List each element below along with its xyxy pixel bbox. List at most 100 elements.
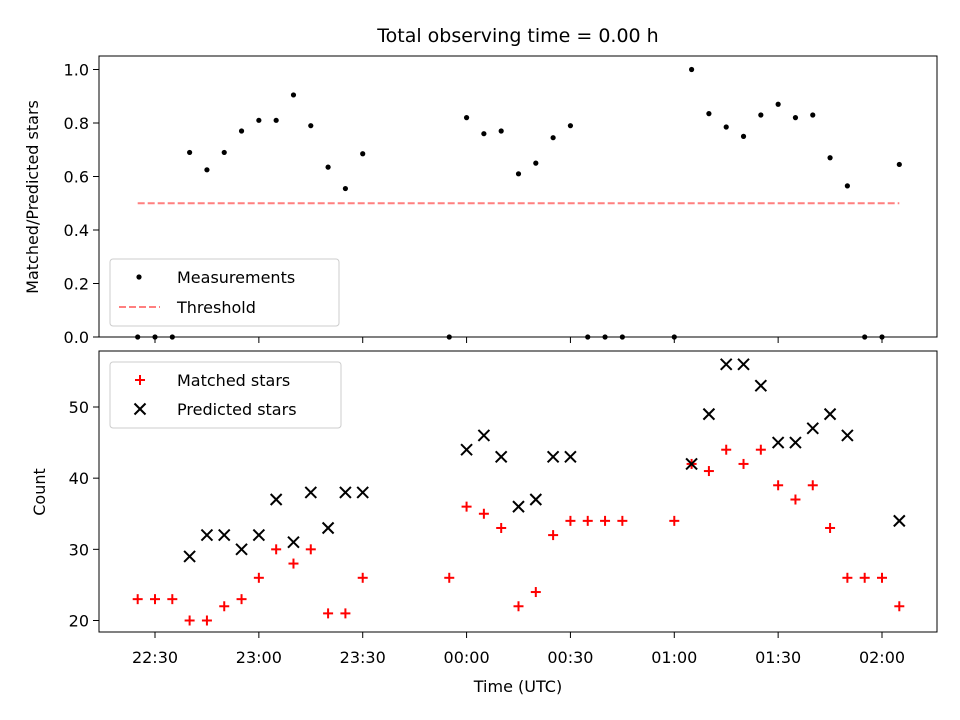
legend-threshold-label: Threshold	[176, 298, 256, 317]
matched-point	[461, 501, 472, 512]
legend-predicted-label: Predicted stars	[177, 400, 297, 419]
matched-point	[305, 544, 316, 555]
matched-point	[617, 515, 628, 526]
predicted-point-b	[183, 550, 196, 563]
matched-point	[132, 594, 143, 605]
legend-predicted-marker	[133, 402, 147, 416]
measurement-point	[896, 161, 902, 168]
top-y-axis-label: Matched/Predicted stars	[23, 100, 42, 294]
predicted-point	[806, 422, 819, 435]
matched-point	[184, 615, 195, 626]
measurement-point	[567, 123, 574, 129]
legend-matched-marker	[135, 375, 145, 385]
measurement-point	[602, 334, 608, 340]
measurement-point	[879, 334, 885, 340]
predicted-point-b	[771, 436, 785, 449]
predicted-point	[321, 521, 335, 535]
matched-point	[150, 594, 160, 605]
predicted-point-b	[720, 358, 733, 371]
predicted-point	[200, 528, 214, 542]
measurement-point	[844, 183, 850, 189]
matched-point	[288, 558, 299, 569]
top-axes-frame	[98, 55, 938, 338]
measurement-point	[135, 334, 141, 340]
matched-point	[253, 572, 264, 583]
measurement-point	[463, 115, 470, 121]
matched-point	[357, 572, 368, 583]
matched-point	[669, 515, 680, 526]
measurement-point	[671, 334, 677, 340]
bottom-x-tick-label: 23:30	[340, 648, 386, 667]
matched-point	[496, 522, 507, 533]
predicted-point-b	[356, 486, 369, 499]
predicted-point	[252, 528, 266, 542]
measurement-point	[740, 133, 747, 139]
matched-point	[600, 515, 611, 526]
top-y-tick-label: 0.2	[64, 275, 89, 294]
predicted-point-b	[321, 521, 335, 535]
legend-predicted-marker-b	[133, 402, 147, 416]
measurement-point	[204, 167, 210, 173]
bottom-x-tick-label: 22:30	[132, 648, 178, 667]
top-legend: Measurements Threshold	[109, 258, 340, 327]
matched-point	[894, 601, 905, 612]
predicted-point	[754, 379, 768, 392]
measurement-point	[446, 334, 452, 340]
predicted-point	[702, 407, 716, 421]
top-chart-title: Total observing time = 0.00 h	[376, 25, 658, 47]
predicted-point-b	[546, 450, 560, 464]
predicted-point	[218, 528, 231, 542]
measurement-point	[290, 92, 297, 98]
bottom-x-tick-label: 01:30	[755, 648, 801, 667]
predicted-point	[771, 436, 785, 449]
predicted-point	[737, 358, 750, 371]
bottom-x-tick-label: 00:00	[444, 648, 490, 667]
matched-point	[513, 601, 524, 612]
predicted-point	[235, 543, 248, 556]
measurement-point	[342, 185, 349, 192]
matched-point	[755, 444, 766, 455]
predicted-point-b	[494, 450, 508, 464]
matched-point	[721, 444, 732, 455]
measurement-point	[498, 128, 504, 134]
bottom-x-tick-label: 02:00	[859, 648, 905, 667]
measurement-point	[308, 123, 314, 129]
matched-point	[271, 544, 282, 555]
predicted-point	[789, 436, 802, 449]
matched-point	[478, 508, 489, 519]
predicted-point-b	[200, 528, 214, 542]
top-y-tick-label: 0.0	[64, 328, 89, 347]
predicted-point	[823, 407, 837, 421]
measurement-point	[550, 135, 556, 141]
matched-point	[565, 515, 576, 526]
measurement-point	[152, 334, 158, 340]
bottom-legend-box	[109, 361, 342, 429]
predicted-point-b	[754, 379, 768, 392]
predicted-point-b	[287, 536, 300, 549]
top-y-tick-label: 0.4	[64, 221, 89, 240]
measurement-point	[481, 131, 487, 137]
measurement-point	[221, 149, 227, 156]
predicted-point-b	[339, 486, 352, 499]
predicted-point	[841, 429, 854, 442]
predicted-point-b	[512, 500, 525, 513]
measurement-point	[775, 101, 781, 107]
predicted-point-b	[460, 443, 473, 456]
predicted-point	[546, 450, 560, 464]
legend-measurements-marker	[136, 274, 142, 280]
predicted-point-b	[893, 514, 906, 528]
bottom-x-tick-label: 23:00	[236, 648, 282, 667]
measurement-point	[515, 171, 522, 177]
predicted-point-b	[529, 493, 543, 506]
predicted-point	[720, 358, 733, 371]
measurement-point	[533, 160, 539, 166]
measurement-point	[360, 151, 366, 157]
predicted-point-b	[806, 422, 819, 435]
predicted-point	[529, 493, 543, 506]
predicted-point-b	[564, 450, 577, 464]
predicted-point	[183, 550, 196, 563]
predicted-point	[512, 500, 525, 513]
predicted-point	[460, 443, 473, 456]
predicted-point	[564, 450, 577, 464]
measurement-point	[706, 111, 712, 117]
